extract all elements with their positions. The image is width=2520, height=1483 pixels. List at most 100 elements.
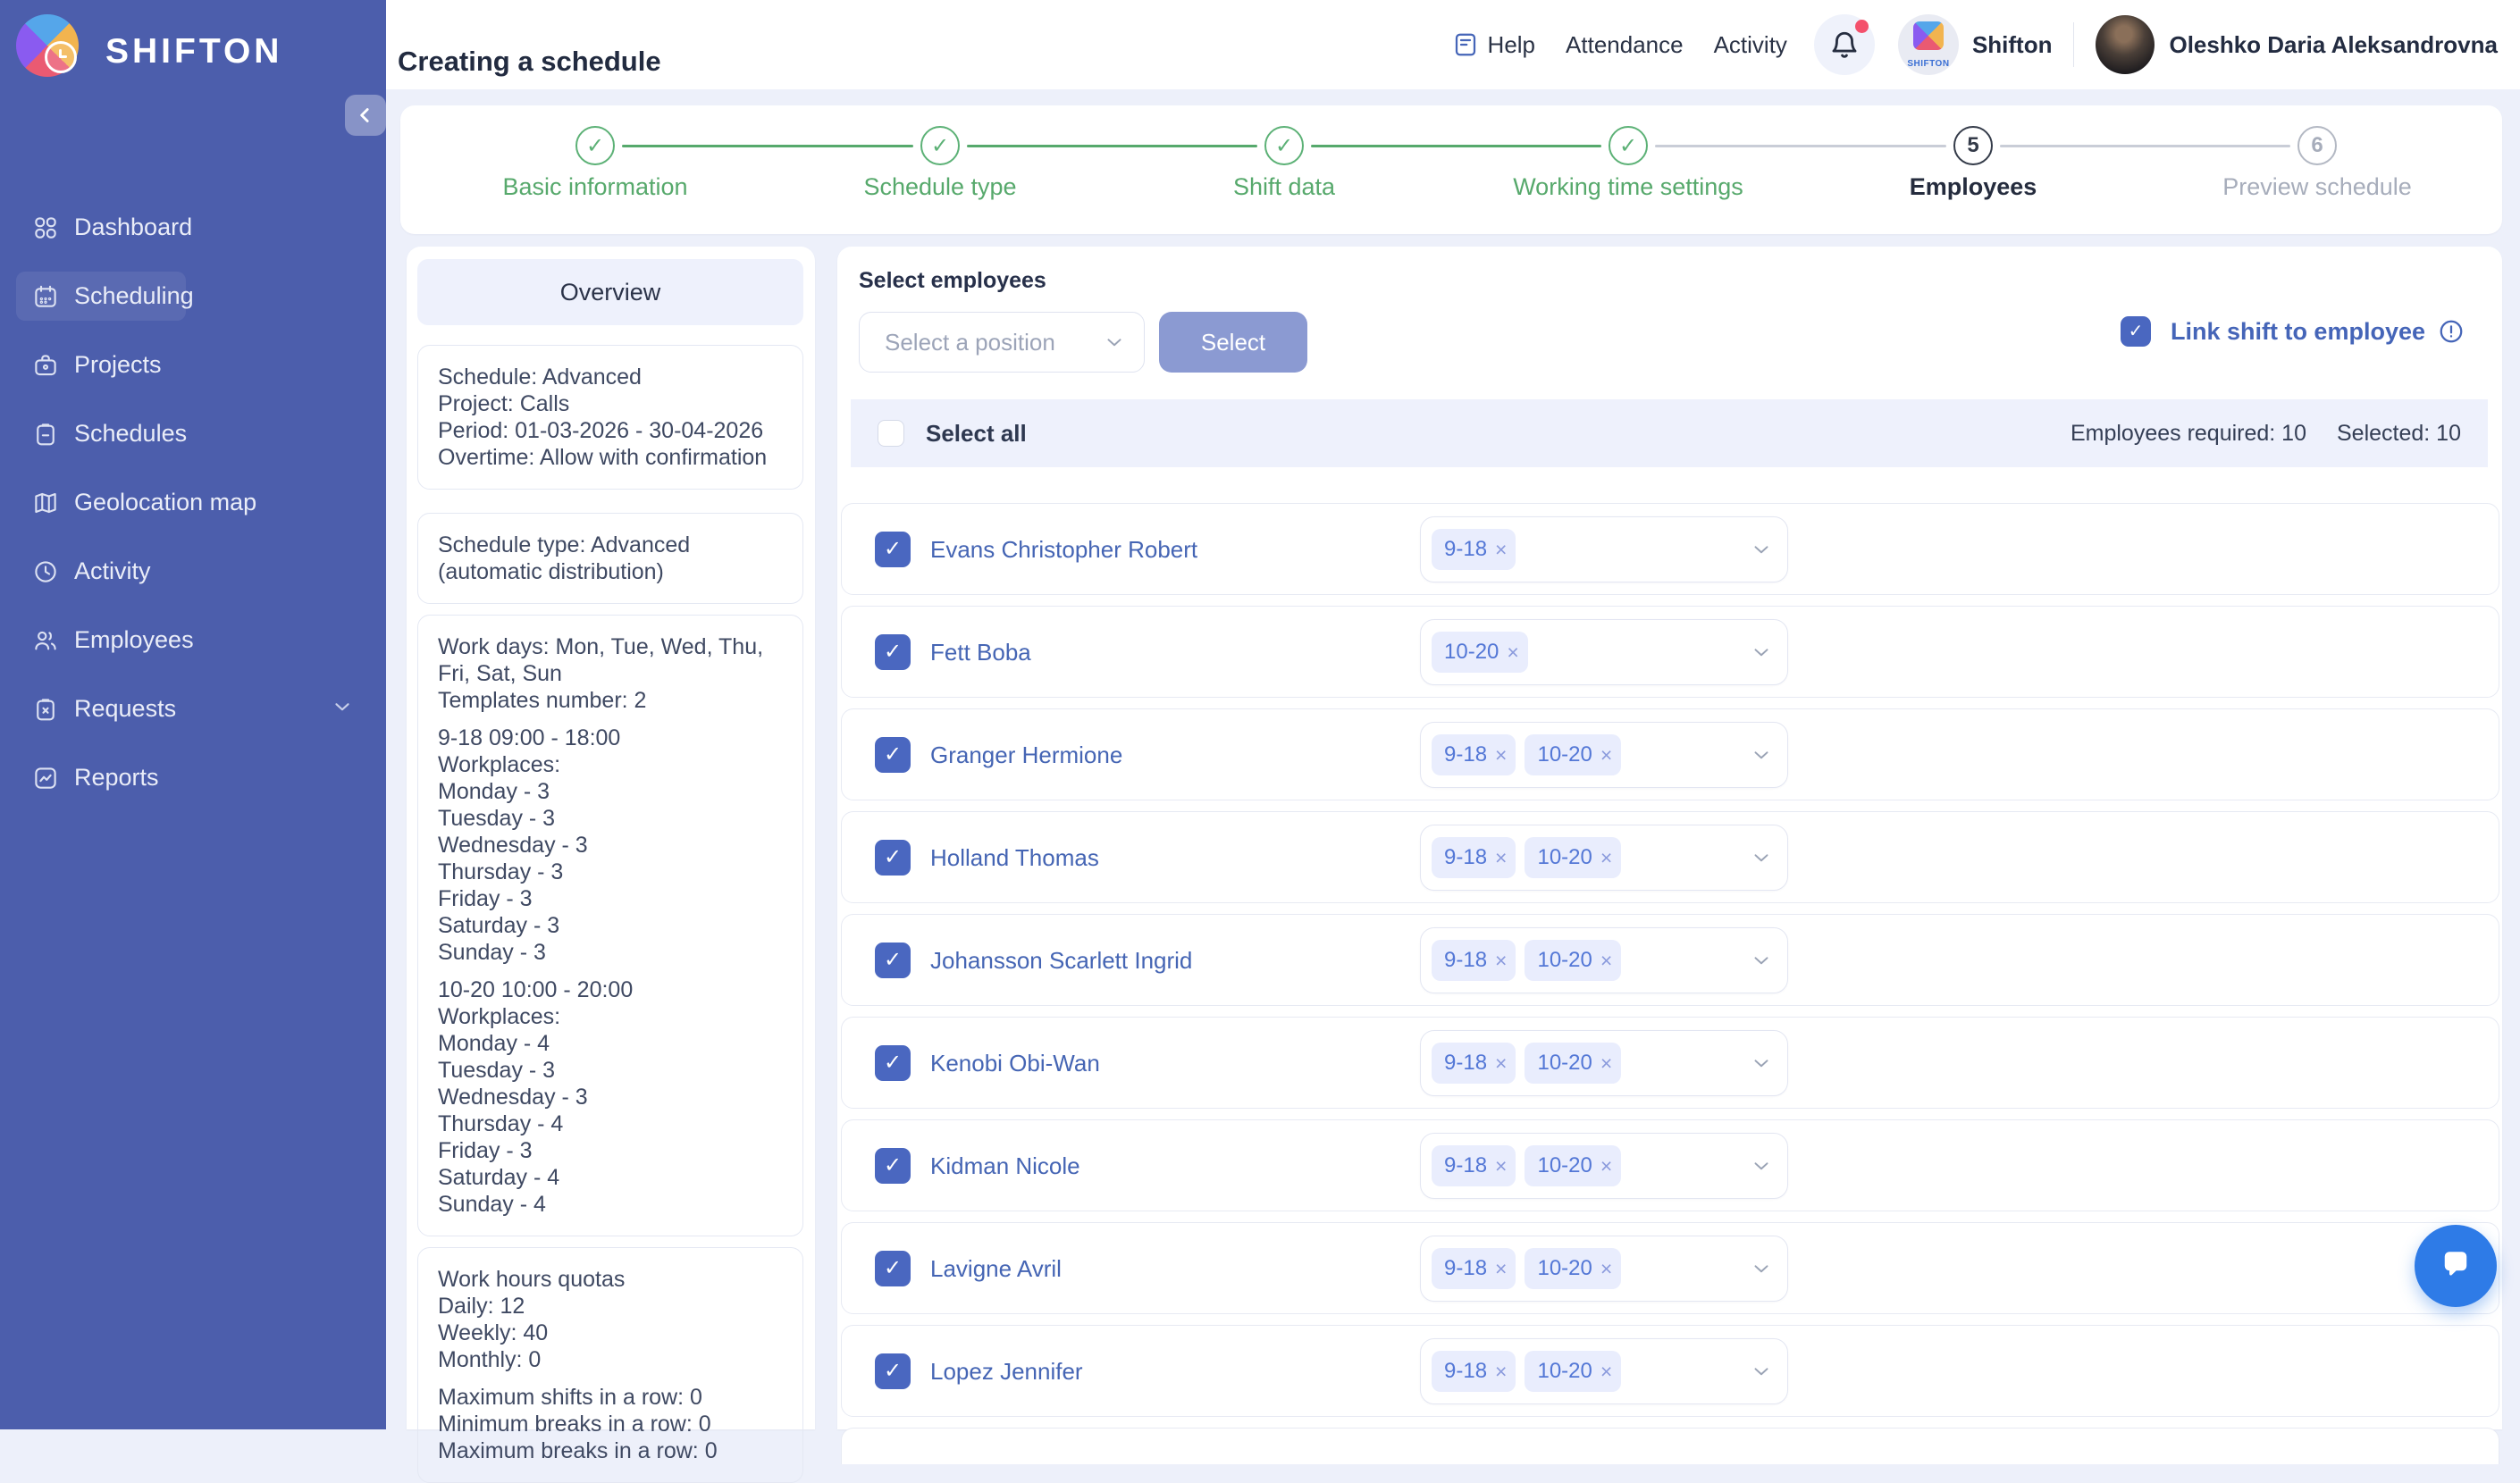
remove-tag-icon[interactable]: × — [1495, 1257, 1507, 1281]
help-link[interactable]: Help — [1452, 31, 1535, 59]
sidebar-item-geolocation-map[interactable]: Geolocation map — [0, 468, 386, 537]
employee-checkbox[interactable] — [875, 1353, 911, 1389]
employee-list: Evans Christopher Robert 9-18× Fett Boba… — [841, 503, 2499, 1464]
sidebar-item-reports[interactable]: Reports — [0, 743, 386, 812]
chevron-down-icon — [1750, 1360, 1773, 1383]
employee-checkbox[interactable] — [875, 943, 911, 978]
shift-template-select[interactable]: 9-18 × 10-20 × — [1420, 1030, 1788, 1096]
link-shift-checkbox[interactable] — [2121, 316, 2151, 347]
shift-template-select[interactable]: 9-18×10-20× — [1420, 927, 1788, 993]
employee-name[interactable]: Johansson Scarlett Ingrid — [930, 915, 1192, 1007]
requests-expand[interactable] — [331, 695, 354, 723]
employee-name[interactable]: Lavigne Avril — [930, 1223, 1062, 1315]
map-icon — [32, 490, 59, 516]
workspace-avatar[interactable]: SHIFTON — [1898, 14, 1959, 75]
table-row: Lavigne Avril 9-18×10-20× — [841, 1222, 2499, 1314]
shift-tag-label: 10-20 — [1537, 742, 1592, 767]
sidebar-collapse-button[interactable] — [345, 95, 386, 136]
shift-template-select[interactable]: 9-18×10-20× — [1420, 1338, 1788, 1404]
remove-tag-icon[interactable]: × — [1495, 1052, 1507, 1076]
select-all-checkbox[interactable] — [878, 420, 904, 447]
text-line: Daily: 12 — [438, 1293, 783, 1320]
remove-tag-icon[interactable]: × — [1600, 846, 1612, 870]
step-schedule-type[interactable]: ✓ Schedule type — [765, 126, 1115, 200]
remove-tag-icon[interactable]: × — [1600, 1257, 1612, 1281]
sidebar-item-activity[interactable]: Activity — [0, 537, 386, 606]
table-row: Fett Boba 10-20 × — [841, 606, 2499, 698]
step-working-time-settings[interactable]: ✓ Working time settings — [1453, 126, 1803, 200]
step-check-icon: ✓ — [1609, 126, 1648, 165]
attendance-link[interactable]: Attendance — [1566, 31, 1684, 59]
sidebar-item-requests[interactable]: Requests — [0, 674, 386, 743]
employee-checkbox[interactable] — [875, 1045, 911, 1081]
workspace-name[interactable]: Shifton — [1972, 31, 2053, 59]
employee-checkbox[interactable] — [875, 634, 911, 670]
link-shift-toggle[interactable]: Link shift to employee — [2121, 316, 2465, 347]
schedule-wizard-stepper: ✓ Basic information ✓ Schedule type ✓ Sh… — [400, 105, 2502, 234]
notifications-button[interactable] — [1814, 14, 1875, 75]
sidebar-item-projects[interactable]: Projects — [0, 331, 386, 399]
employee-name[interactable]: Fett Boba — [930, 607, 1031, 699]
step-employees[interactable]: 5 Employees — [1798, 126, 2148, 200]
step-basic-information[interactable]: ✓ Basic information — [420, 126, 770, 200]
position-select[interactable]: Select a position — [859, 312, 1145, 373]
remove-tag-icon[interactable]: × — [1600, 1360, 1612, 1384]
shift-tag-label: 10-20 — [1444, 640, 1499, 665]
employee-name[interactable]: Evans Christopher Robert — [930, 504, 1197, 596]
remove-tag-icon[interactable]: × — [1495, 1360, 1507, 1384]
text-line: Tuesday - 3 — [438, 1057, 783, 1084]
clock-icon — [45, 41, 77, 73]
remove-tag-icon[interactable]: × — [1600, 949, 1612, 973]
shift-template-select[interactable]: 9-18× — [1420, 516, 1788, 582]
sidebar-item-dashboard[interactable]: Dashboard — [0, 193, 386, 262]
remove-tag-icon[interactable]: × — [1495, 743, 1507, 767]
text-line: Wednesday - 3 — [438, 832, 783, 859]
shift-template-select[interactable]: 9-18×10-20× — [1420, 1236, 1788, 1302]
shift-tags: 9-18×10-20× — [1432, 734, 1750, 775]
remove-tag-icon[interactable]: × — [1495, 1154, 1507, 1178]
activity-link[interactable]: Activity — [1714, 31, 1787, 59]
remove-tag-icon[interactable]: × — [1495, 538, 1507, 562]
employee-name[interactable]: Kenobi Obi-Wan — [930, 1018, 1100, 1110]
employee-name[interactable]: Holland Thomas — [930, 812, 1099, 904]
step-shift-data[interactable]: ✓ Shift data — [1109, 126, 1459, 200]
shift-template-select[interactable]: 9-18×10-20× — [1420, 1133, 1788, 1199]
employee-checkbox[interactable] — [875, 840, 911, 876]
shift-tag-label: 9-18 — [1444, 1051, 1487, 1076]
employee-name[interactable]: Kidman Nicole — [930, 1120, 1080, 1212]
overview-tab[interactable]: Overview — [417, 259, 803, 325]
user-name[interactable]: Oleshko Daria Aleksandrovna — [2169, 31, 2498, 59]
shifton-logo-icon — [16, 14, 79, 77]
remove-tag-icon[interactable]: × — [1600, 1052, 1612, 1076]
shift-template-select[interactable]: 9-18×10-20× — [1420, 722, 1788, 788]
sidebar-item-scheduling[interactable]: Scheduling — [0, 262, 386, 331]
overview-template-2: 10-20 10:00 - 20:00Workplaces:Monday - 4… — [438, 976, 783, 1218]
shift-template-select[interactable]: 10-20 × — [1420, 619, 1788, 685]
remove-tag-icon[interactable]: × — [1507, 641, 1518, 665]
help-manual-icon — [1452, 31, 1479, 58]
employee-checkbox[interactable] — [875, 737, 911, 773]
remove-tag-icon[interactable]: × — [1495, 949, 1507, 973]
shift-template-select[interactable]: 9-18×10-20× — [1420, 825, 1788, 891]
info-icon[interactable] — [2438, 318, 2465, 345]
overview-template-1: 9-18 09:00 - 18:00Workplaces:Monday - 3T… — [438, 725, 783, 966]
sidebar-item-employees[interactable]: Employees — [0, 606, 386, 674]
step-check-icon: ✓ — [1264, 126, 1304, 165]
employee-name[interactable]: Granger Hermione — [930, 709, 1122, 801]
chat-widget-button[interactable] — [2415, 1225, 2497, 1307]
employee-checkbox[interactable] — [875, 532, 911, 567]
employee-checkbox[interactable] — [875, 1251, 911, 1286]
step-label: Employees — [1798, 173, 2148, 200]
step-preview-schedule[interactable]: 6 Preview schedule — [2142, 126, 2492, 200]
select-button[interactable]: Select — [1159, 312, 1307, 373]
remove-tag-icon[interactable]: × — [1600, 743, 1612, 767]
sidebar-item-schedules[interactable]: Schedules — [0, 399, 386, 468]
employee-checkbox[interactable] — [875, 1148, 911, 1184]
user-avatar[interactable] — [2096, 15, 2155, 74]
shift-tag-label: 10-20 — [1537, 1051, 1592, 1076]
remove-tag-icon[interactable]: × — [1495, 846, 1507, 870]
remove-tag-icon[interactable]: × — [1600, 1154, 1612, 1178]
help-label: Help — [1488, 31, 1535, 59]
sidebar-item-label: Geolocation map — [74, 489, 256, 516]
employee-name[interactable]: Lopez Jennifer — [930, 1326, 1083, 1418]
